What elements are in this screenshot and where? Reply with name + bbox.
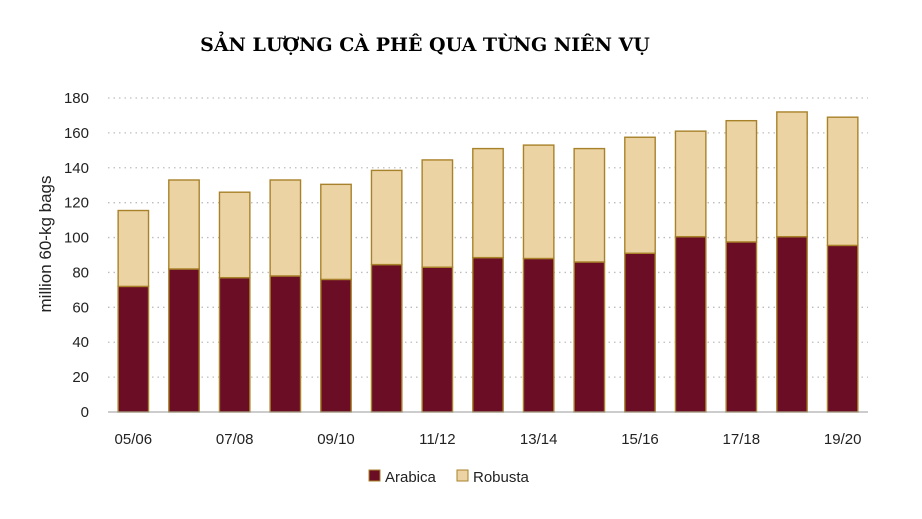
y-tick-label: 40 [72,334,89,351]
y-tick-label: 160 [64,125,89,142]
bar-arabica-19-20 [826,244,859,413]
bar-robusta-16-17 [674,130,707,238]
chart-title: SẢN LƯỢNG CÀ PHÊ QUA TỪNG NIÊN VỤ [200,30,650,56]
bar-arabica-16-17 [674,235,707,413]
bar-arabica-18-19 [776,235,808,413]
bar-robusta-08-09 [269,179,302,277]
bar-robusta-15-16 [624,136,656,254]
bar-robusta-12-13 [472,147,504,259]
bar-robusta-07-08 [218,191,251,279]
x-tick-label: 17/18 [723,431,761,448]
legend-label-robusta: Robusta [473,469,530,486]
y-tick-label: 20 [72,369,89,386]
y-tick-label: 80 [72,264,89,281]
x-tick-label: 19/20 [824,431,862,448]
bar-robusta-19-20 [826,116,859,247]
bar-arabica-10-11 [370,263,403,413]
x-tick-label: 13/14 [520,431,558,448]
y-tick-label: 180 [64,90,89,107]
y-tick-label: 120 [64,195,89,212]
bar-robusta-09-10 [320,183,352,281]
y-tick-label: 140 [64,160,89,177]
bar-arabica-13-14 [522,257,555,413]
bar-arabica-06-07 [168,268,200,413]
x-tick-label: 07/08 [216,431,254,448]
bar-arabica-17-18 [725,241,758,413]
legend-label-arabica: Arabica [385,469,437,486]
x-axis-ticks: 05/06 07/08 09/10 11/12 13/14 15/16 17/18 19/20 [115,431,862,448]
bar-arabica-14-15 [573,261,606,413]
y-axis-label: million 60-kg bags [36,175,55,312]
bar-arabica-11-12 [421,266,454,413]
x-tick-label: 11/12 [419,431,455,448]
legend: Arabica Robusta [368,469,530,486]
bar-arabica-07-08 [218,276,251,413]
x-tick-label: 09/10 [317,431,355,448]
bar-robusta-17-18 [725,119,758,243]
bar-robusta-11-12 [421,159,454,268]
x-tick-label: 15/16 [621,431,659,448]
bar-arabica-15-16 [624,252,656,413]
bar-robusta-13-14 [522,144,555,260]
bar-arabica-08-09 [269,275,302,413]
legend-swatch-arabica [368,469,381,482]
bar-robusta-18-19 [776,111,808,238]
bar-robusta-10-11 [370,169,403,266]
bar-arabica-12-13 [472,256,504,413]
bar-arabica-09-10 [320,278,352,413]
bar-robusta-05-06 [117,209,150,288]
y-tick-label: 100 [64,230,89,247]
bar-robusta-06-07 [168,179,200,270]
bar-robusta-14-15 [573,147,606,263]
y-tick-label: 60 [72,299,89,316]
x-tick-label: 05/06 [115,431,153,448]
y-axis-ticks: 0 20 40 60 80 100 120 140 160 180 [64,90,89,421]
y-tick-label: 0 [81,404,89,421]
bar-arabica-05-06 [117,285,150,413]
legend-swatch-robusta [456,469,469,482]
bars [117,111,859,413]
